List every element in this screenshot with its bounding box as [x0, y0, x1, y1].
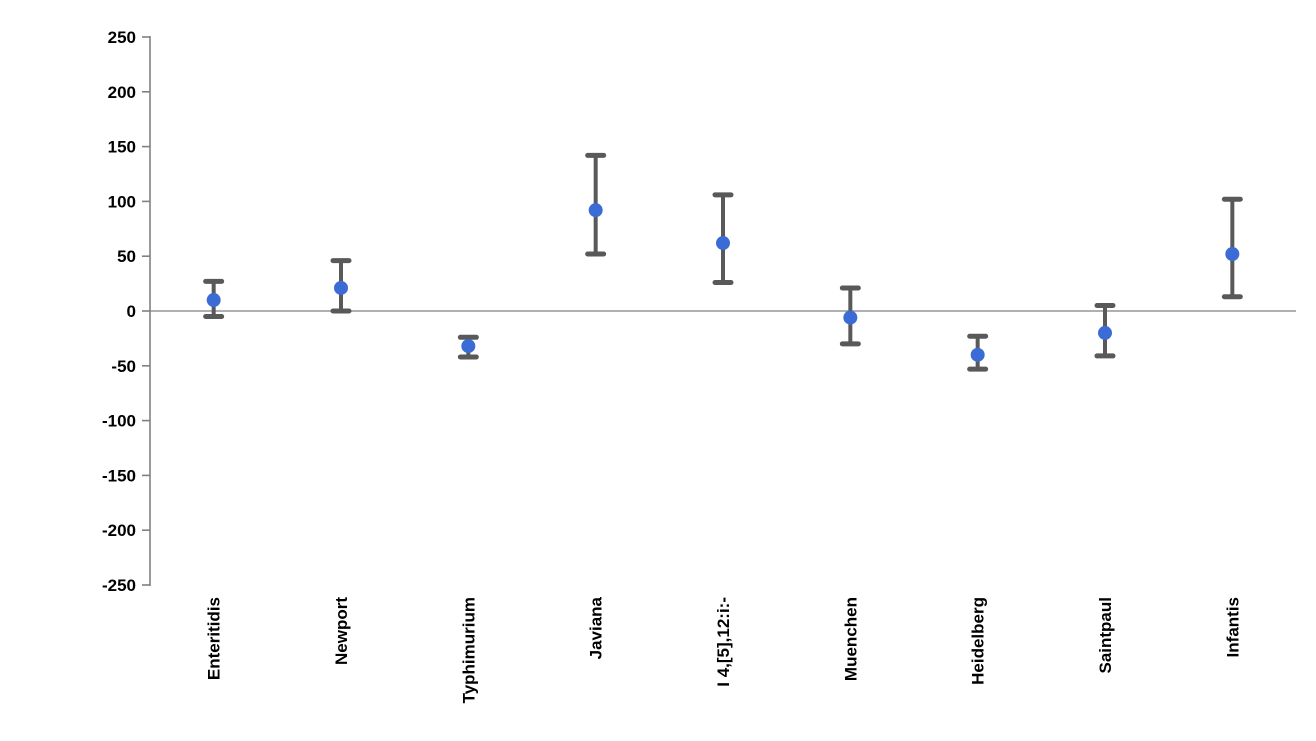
- y-tick-label: -200: [102, 521, 136, 540]
- x-category-label: Infantis: [1223, 597, 1242, 657]
- y-tick-label: -250: [102, 576, 136, 595]
- y-tick-label: 100: [108, 192, 136, 211]
- x-category-label: Muenchen: [841, 597, 860, 681]
- y-tick-label: -50: [111, 357, 136, 376]
- data-point: [588, 203, 603, 218]
- y-tick-label: 200: [108, 83, 136, 102]
- data-point: [334, 280, 348, 295]
- y-tick-label: 50: [117, 247, 136, 266]
- data-point: [461, 339, 476, 354]
- x-category-label: I 4,[5],12:i:-: [714, 597, 733, 687]
- x-category-label: Saintpaul: [1096, 597, 1115, 674]
- x-category-label: Heidelberg: [969, 597, 988, 685]
- x-category-label: Newport: [332, 597, 351, 665]
- y-tick-label: 0: [127, 302, 136, 321]
- x-category-label: Javiana: [587, 596, 606, 659]
- data-point: [1225, 247, 1240, 262]
- data-point: [970, 347, 985, 362]
- y-tick-label: -100: [102, 412, 136, 431]
- x-category-label: Enteritidis: [205, 597, 224, 680]
- data-point: [1098, 325, 1112, 340]
- data-point: [206, 293, 221, 308]
- data-point: [843, 310, 858, 325]
- y-tick-label: -150: [102, 466, 136, 485]
- y-tick-label: 250: [108, 28, 136, 47]
- y-tick-label: 150: [108, 138, 136, 157]
- data-point: [716, 236, 730, 251]
- x-category-label: Typhimurium: [459, 597, 478, 703]
